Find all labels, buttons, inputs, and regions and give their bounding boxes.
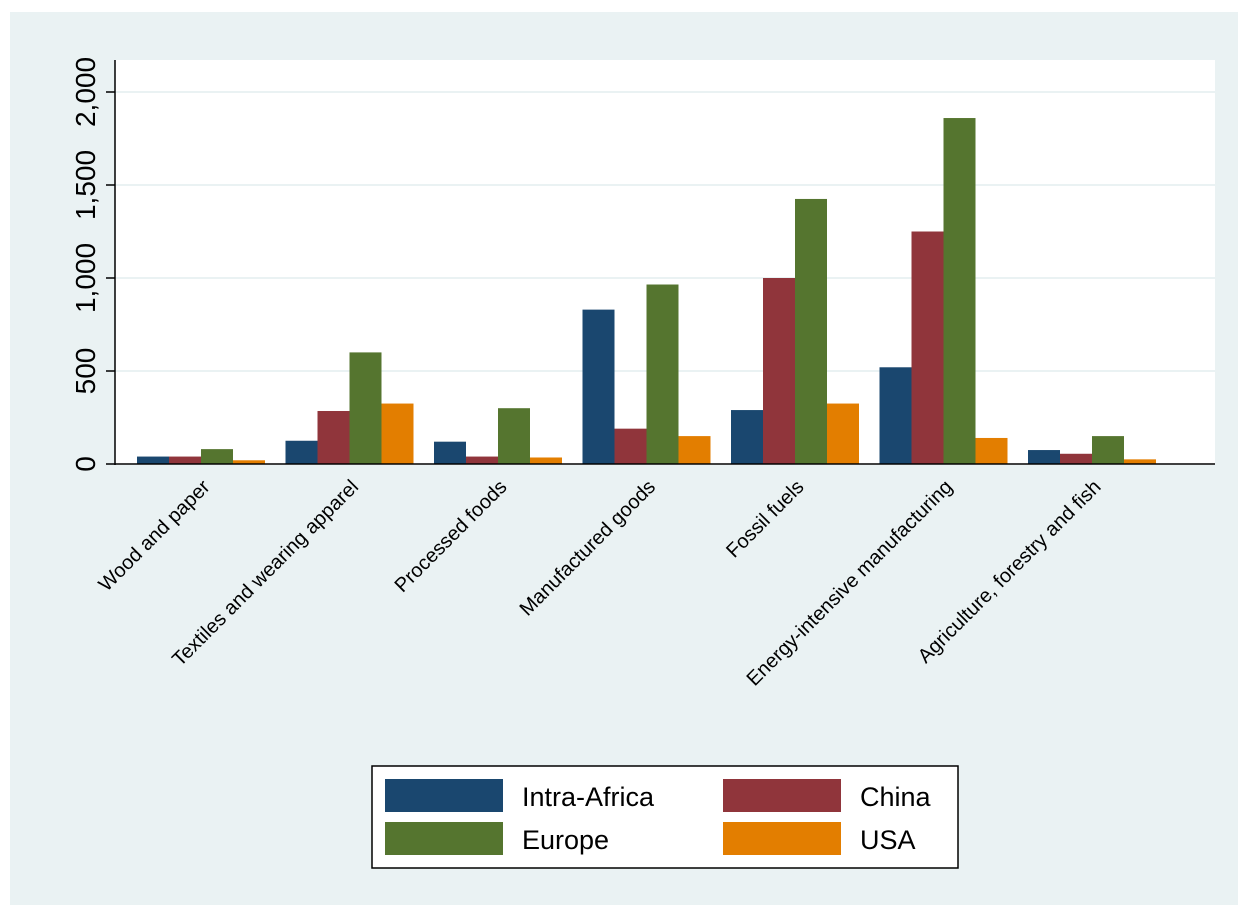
bar: [911, 231, 944, 464]
legend-items: Intra-Africa China Europe USA: [385, 779, 932, 855]
bars: [137, 118, 1156, 464]
bar: [1092, 436, 1124, 464]
bar: [975, 437, 1008, 464]
bar: [201, 449, 233, 464]
bar: [731, 410, 763, 464]
legend: Intra-Africa China Europe USA: [371, 765, 959, 869]
bar: [530, 457, 562, 464]
bar: [1124, 459, 1156, 464]
y-tick-label: 0: [70, 456, 101, 472]
bar: [233, 460, 265, 464]
bar: [137, 456, 169, 464]
bar: [498, 408, 530, 464]
bar: [614, 428, 647, 464]
legend-label: USA: [860, 825, 916, 855]
bar: [879, 367, 912, 464]
legend-label: Europe: [522, 825, 609, 855]
legend-swatch: [723, 779, 841, 812]
y-axis-ticks: 0 500 1,000 1,500 2,000: [70, 57, 115, 472]
y-tick-label: 1,000: [70, 243, 101, 313]
legend-label: Intra-Africa: [522, 782, 655, 812]
bar: [381, 403, 414, 464]
bar: [795, 198, 827, 464]
bar: [646, 284, 679, 464]
bar: [285, 440, 318, 464]
bar: [1028, 450, 1060, 464]
bar: [827, 403, 859, 464]
legend-swatch: [385, 822, 503, 855]
y-tick-label: 500: [70, 348, 101, 395]
y-tick-label: 1,500: [70, 150, 101, 220]
bar: [1060, 453, 1092, 464]
y-tick-label: 2,000: [70, 57, 101, 127]
bar: [466, 456, 498, 464]
bar: [434, 441, 466, 464]
bar: [763, 278, 795, 464]
legend-swatch: [385, 779, 503, 812]
bar: [349, 352, 382, 464]
bar: [943, 118, 976, 464]
legend-swatch: [723, 822, 841, 855]
bar: [678, 436, 711, 464]
bar: [582, 309, 615, 464]
legend-label: China: [860, 782, 932, 812]
gridlines: [115, 91, 1215, 372]
bar: [317, 410, 350, 464]
bar: [169, 456, 201, 464]
